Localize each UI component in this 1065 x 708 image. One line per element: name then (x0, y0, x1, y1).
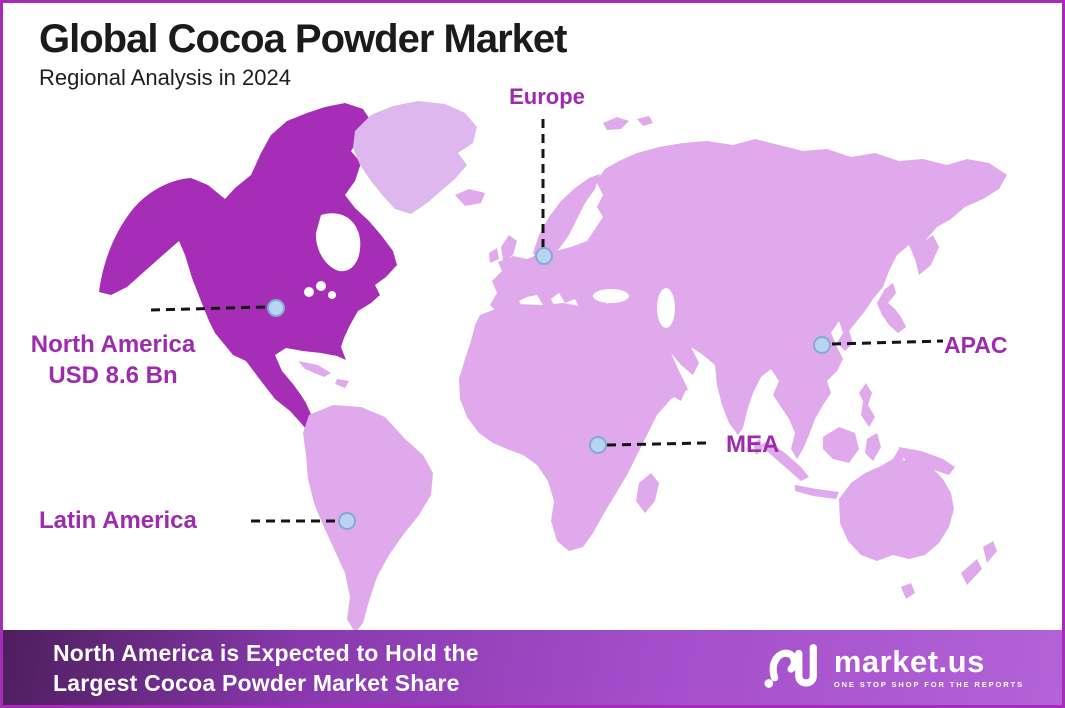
greenland-landmass (353, 101, 477, 214)
logo-text-block: market.us ONE STOP SHOP FOR THE REPORTS (834, 646, 1024, 689)
great-lake (304, 287, 314, 297)
europe-marker (535, 247, 553, 265)
caspian-sea (657, 288, 675, 328)
market-us-logo: market.us ONE STOP SHOP FOR THE REPORTS (762, 639, 1024, 697)
borneo-island (823, 427, 859, 463)
callout-lines (150, 119, 944, 523)
great-lake (316, 281, 326, 291)
tasmania-island (901, 583, 915, 599)
great-britain-island (501, 235, 517, 261)
sumatra-island (761, 441, 809, 481)
north-america-callout-line (150, 305, 267, 312)
region-label-north-america: North America USD 8.6 Bn (11, 329, 215, 391)
banner-line-1: North America is Expected to Hold the (53, 639, 479, 666)
ireland-island (489, 248, 499, 263)
svalbard-islands (603, 116, 653, 130)
philippines-islands (859, 383, 875, 427)
south-america-landmass (303, 405, 433, 633)
mea-marker (589, 436, 607, 454)
header: Global Cocoa Powder Market Regional Anal… (39, 17, 567, 91)
region-label-mea: MEA (726, 431, 780, 458)
logo-tagline: ONE STOP SHOP FOR THE REPORTS (833, 680, 1024, 689)
great-lake (328, 291, 336, 299)
world-map (99, 101, 1007, 633)
logo-wordmark: market.us (833, 644, 985, 679)
scandinavia-landmass (533, 174, 600, 259)
footer-banner: North America is Expected to Hold the La… (3, 630, 1062, 705)
page-subtitle: Regional Analysis in 2024 (39, 65, 291, 90)
north-america-landmass (99, 103, 397, 435)
hudson-bay (315, 213, 361, 272)
madagascar-island (636, 473, 659, 513)
region-value-north-america: USD 8.6 Bn (48, 362, 178, 389)
japan-islands (877, 283, 906, 333)
java-island (795, 485, 839, 499)
new-guinea-island (899, 447, 955, 475)
region-label-north-america-name: North America (30, 331, 196, 358)
region-label-apac: APAC (944, 332, 1008, 358)
latin-america-marker (338, 512, 356, 530)
banner-text: North America is Expected to Hold the La… (53, 638, 479, 698)
cuba-island (298, 361, 331, 377)
australia-landmass (839, 449, 954, 561)
hispaniola-island (335, 379, 349, 388)
africa-landmass (459, 303, 689, 551)
new-zealand-islands (961, 541, 997, 585)
mea-callout-line (606, 441, 707, 447)
market-us-logo-icon (764, 643, 817, 688)
sri-lanka-island (753, 439, 763, 455)
sulawesi-island (865, 433, 881, 461)
page-title: Global Cocoa Powder Market (39, 17, 567, 61)
region-markers (267, 247, 831, 530)
iceland-landmass (455, 189, 485, 206)
region-label-europe: Europe (509, 84, 585, 109)
apac-marker (813, 336, 831, 354)
black-sea (593, 289, 629, 303)
banner-line-2: Largest Cocoa Powder Market Share (53, 669, 460, 696)
region-label-latin-america: Latin America (39, 507, 197, 534)
north-america-marker (267, 299, 285, 317)
eurasia-landmass (490, 139, 1007, 459)
apac-callout-line (831, 339, 944, 346)
